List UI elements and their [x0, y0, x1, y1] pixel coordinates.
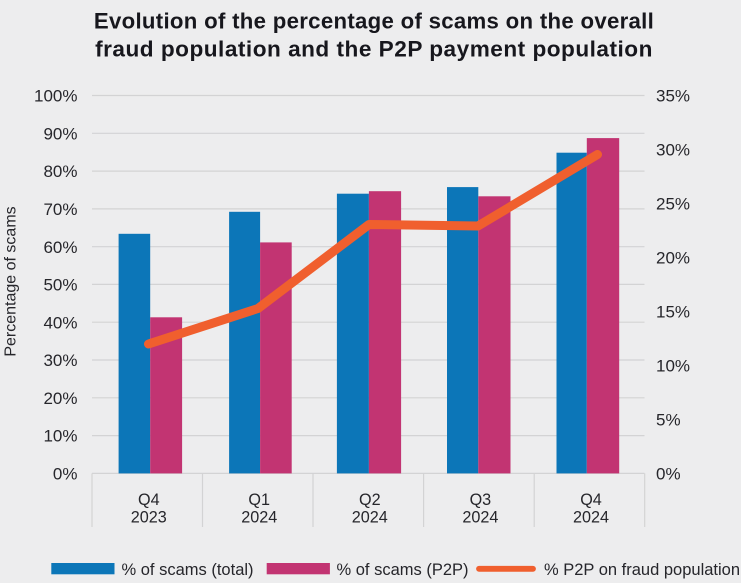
svg-text:100%: 100% [34, 87, 77, 106]
svg-text:5%: 5% [656, 411, 681, 430]
svg-text:0%: 0% [656, 465, 681, 484]
svg-text:30%: 30% [656, 141, 690, 160]
svg-text:30%: 30% [43, 351, 77, 370]
svg-text:25%: 25% [656, 195, 690, 214]
svg-text:2024: 2024 [462, 509, 498, 527]
svg-text:Q2: Q2 [359, 491, 381, 509]
svg-text:2024: 2024 [241, 509, 277, 527]
svg-text:% P2P on fraud population: % P2P on fraud population [544, 561, 740, 579]
svg-text:90%: 90% [43, 124, 77, 143]
svg-text:20%: 20% [43, 389, 77, 408]
svg-text:2024: 2024 [352, 509, 388, 527]
svg-text:20%: 20% [656, 249, 690, 268]
svg-text:15%: 15% [656, 303, 690, 322]
svg-text:Q3: Q3 [470, 491, 492, 509]
svg-text:2023: 2023 [131, 509, 167, 527]
svg-text:Q4: Q4 [580, 491, 602, 509]
svg-text:Evolution of the percentage of: Evolution of the percentage of scams on … [94, 9, 654, 34]
svg-text:2024: 2024 [573, 509, 609, 527]
svg-text:Q1: Q1 [248, 491, 270, 509]
svg-text:60%: 60% [43, 238, 77, 257]
svg-text:80%: 80% [43, 162, 77, 181]
svg-text:40%: 40% [43, 313, 77, 332]
svg-text:70%: 70% [43, 200, 77, 219]
svg-text:fraud population and the P2P p: fraud population and the P2P payment pop… [95, 36, 653, 61]
svg-text:10%: 10% [656, 357, 690, 376]
svg-text:% of scams (total): % of scams (total) [122, 561, 254, 579]
svg-text:Q4: Q4 [138, 491, 160, 509]
svg-text:50%: 50% [43, 276, 77, 295]
svg-text:10%: 10% [43, 427, 77, 446]
svg-text:% of scams (P2P): % of scams (P2P) [337, 561, 469, 579]
svg-text:0%: 0% [53, 465, 78, 484]
svg-text:Percentage of scams: Percentage of scams [3, 206, 20, 356]
svg-text:35%: 35% [656, 87, 690, 106]
